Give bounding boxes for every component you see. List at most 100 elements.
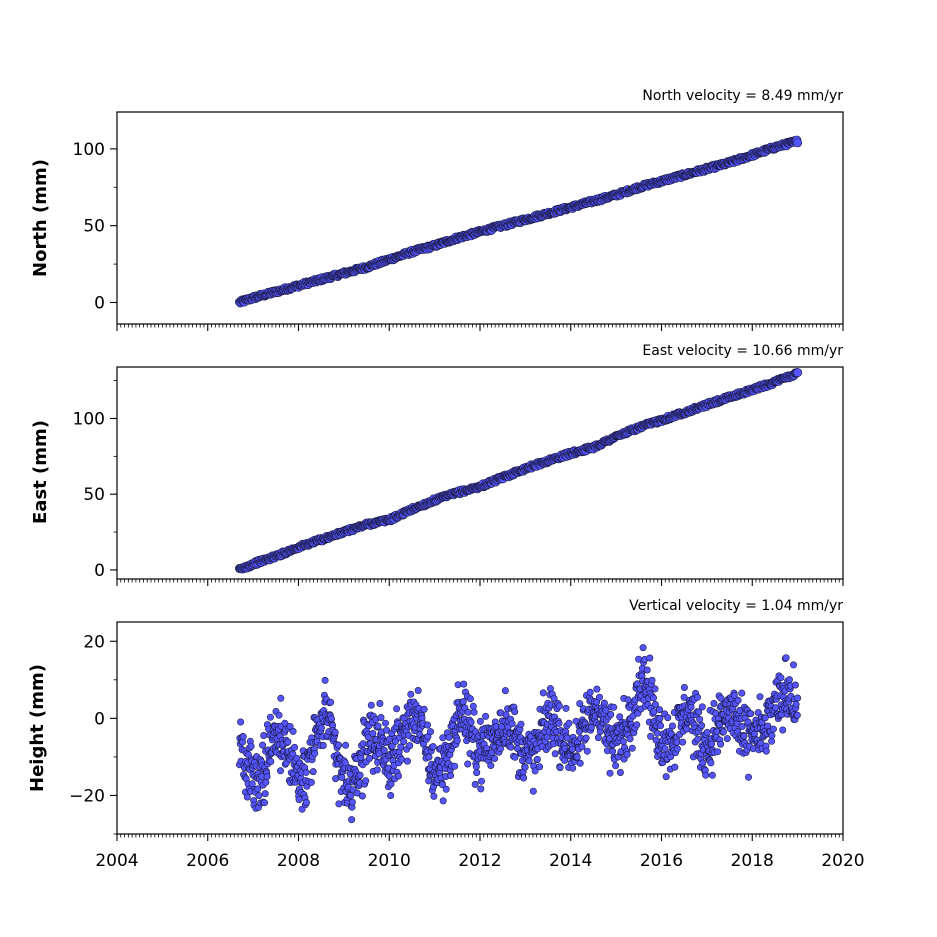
height-data-point	[442, 785, 450, 793]
height-data-point	[466, 695, 474, 703]
height-data-point	[576, 700, 584, 708]
height-data-point	[491, 754, 499, 762]
height-data-point	[779, 726, 787, 734]
height-data-point	[583, 747, 591, 755]
height-x-tick-label: 2012	[458, 851, 501, 871]
height-data-point	[710, 699, 718, 707]
height-data-point	[496, 745, 504, 753]
height-data-point	[385, 772, 393, 780]
height-data-point	[387, 791, 395, 799]
height-data-point	[587, 723, 595, 731]
height-data-point	[606, 769, 614, 777]
height-data-point	[447, 771, 455, 779]
height-data-point	[439, 734, 447, 742]
height-data-point	[698, 721, 706, 729]
height-data-point	[383, 726, 391, 734]
north-ticks: 0 50 100	[73, 140, 844, 331]
height-data-point	[469, 702, 477, 710]
east-y-tick-label: 100	[73, 409, 105, 429]
height-data-point	[643, 666, 651, 674]
height-data-point	[261, 790, 269, 798]
height-data-point	[276, 767, 284, 775]
height-data-point	[576, 759, 584, 767]
height-data-point	[259, 741, 267, 749]
height-data-point	[353, 789, 361, 797]
height-data-point	[423, 721, 431, 729]
vertical-velocity-title: Vertical velocity = 1.04 mm/yr	[629, 598, 843, 614]
height-data-point	[477, 777, 485, 785]
height-data-point	[369, 729, 377, 737]
height-x-tick-label: 2014	[549, 851, 592, 871]
height-data-point	[367, 701, 375, 709]
height-data-point	[508, 720, 516, 728]
height-data-point	[262, 778, 270, 786]
height-data-point	[646, 654, 654, 662]
height-ticks: 20 0 −20 2004 2006 2008 2010 2012 2014 2016 2018 20…	[69, 632, 865, 871]
height-data-point	[453, 737, 461, 745]
height-data-point	[673, 745, 681, 753]
height-y-tick-label: 20	[83, 632, 105, 652]
height-data-point	[511, 708, 519, 716]
height-data-point	[381, 719, 389, 727]
height-data-point	[578, 743, 586, 751]
height-data-point	[406, 742, 414, 750]
height-data-point	[794, 694, 802, 702]
height-data-point	[730, 691, 738, 699]
height-data-point	[239, 733, 247, 741]
height-data-point	[397, 743, 405, 751]
height-data-point	[680, 683, 688, 691]
height-data-point	[539, 689, 547, 697]
height-data-point	[536, 763, 544, 771]
height-data-point	[695, 708, 703, 716]
height-data-point	[761, 714, 769, 722]
north-axes-frame	[116, 111, 844, 325]
height-data-point	[311, 749, 319, 757]
height-data-point	[374, 722, 382, 730]
height-data-point	[254, 785, 262, 793]
height-data-point	[656, 714, 664, 722]
height-data-point	[744, 773, 752, 781]
height-data-point	[358, 792, 366, 800]
height-data-point	[734, 696, 742, 704]
height-data-point	[582, 734, 590, 742]
height-data-point	[487, 761, 495, 769]
height-data-point	[425, 753, 433, 761]
height-panel: Vertical velocity = 1.04 mm/yr Height (m…	[27, 598, 865, 871]
height-data-point	[717, 740, 725, 748]
height-data-point	[302, 768, 310, 776]
height-data-point	[414, 686, 422, 694]
height-x-tick-label: 2016	[640, 851, 683, 871]
height-data-point	[464, 708, 472, 716]
height-data-point	[647, 732, 655, 740]
height-data-point	[693, 693, 701, 701]
north-panel: North velocity = 8.49 mm/yr North (mm) 0…	[30, 88, 844, 331]
height-data-point	[639, 644, 647, 652]
east-ylabel: East (mm)	[30, 420, 51, 524]
height-data-point	[507, 743, 515, 751]
height-data-point	[289, 727, 297, 735]
height-data-point	[260, 799, 268, 807]
height-x-tick-label: 2018	[731, 851, 774, 871]
height-data-point	[525, 757, 533, 765]
height-data-point	[407, 690, 415, 698]
height-data-point	[377, 713, 385, 721]
height-data-point	[291, 743, 299, 751]
height-data-point	[521, 763, 529, 771]
height-data-point	[707, 759, 715, 767]
height-data-point	[451, 762, 459, 770]
height-data-point	[317, 724, 325, 732]
height-data-point	[295, 796, 303, 804]
height-data-point	[471, 780, 479, 788]
height-data-point	[426, 728, 434, 736]
height-data-point	[607, 710, 615, 718]
height-data-point	[266, 713, 274, 721]
height-data-point	[511, 753, 519, 761]
height-data-point	[550, 694, 558, 702]
height-data-point	[702, 771, 710, 779]
height-data-point	[477, 785, 485, 793]
height-data-point	[551, 750, 559, 758]
height-data-point	[277, 694, 285, 702]
height-data-point	[400, 737, 408, 745]
height-data-point	[626, 735, 634, 743]
